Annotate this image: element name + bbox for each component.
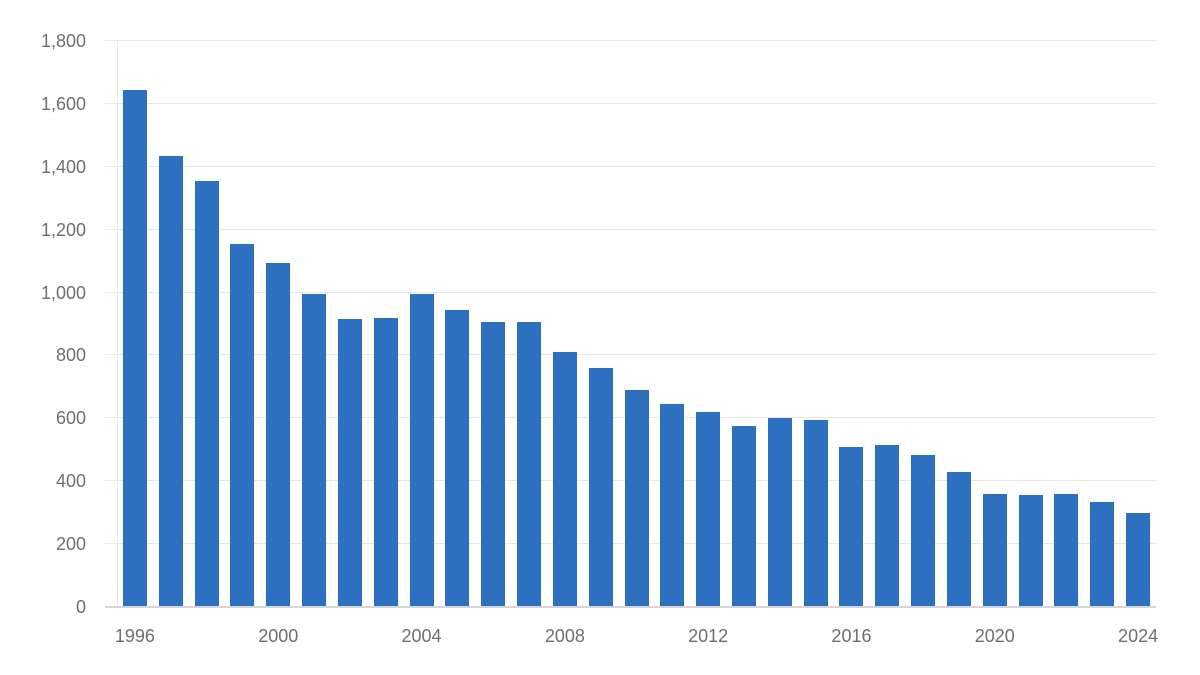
gridline-1200 bbox=[105, 228, 1156, 230]
bar-2021 bbox=[1018, 495, 1043, 607]
bar-1999 bbox=[230, 243, 255, 607]
gridline-1000 bbox=[105, 291, 1156, 293]
bar-2001 bbox=[302, 294, 327, 607]
x-axis-label-2024: 2024 bbox=[1118, 626, 1159, 646]
bar-1997 bbox=[158, 155, 183, 607]
y-axis-label-400: 400 bbox=[55, 471, 86, 492]
bar-2002 bbox=[337, 319, 362, 607]
x-axis-label-2016: 2016 bbox=[831, 626, 872, 646]
y-axis-label-1800: 1,800 bbox=[40, 31, 86, 51]
gridline-1600 bbox=[105, 102, 1156, 104]
y-axis-line bbox=[117, 41, 118, 607]
bar-1998 bbox=[194, 180, 219, 607]
bar-2019 bbox=[946, 471, 971, 607]
x-axis-label-2004: 2004 bbox=[401, 626, 442, 646]
bar-2015 bbox=[803, 419, 828, 607]
bar-2008 bbox=[552, 352, 577, 607]
bar-2003 bbox=[373, 317, 398, 607]
bar-2012 bbox=[696, 412, 721, 607]
x-axis-label-1996: 1996 bbox=[114, 626, 155, 646]
y-axis-label-0: 0 bbox=[75, 597, 86, 617]
bar-2011 bbox=[660, 404, 685, 607]
bar-2022 bbox=[1054, 493, 1079, 607]
gridline-1800 bbox=[105, 40, 1156, 41]
bar-1996 bbox=[122, 89, 147, 607]
bar-2009 bbox=[588, 368, 613, 607]
x-axis-label-2020: 2020 bbox=[974, 626, 1015, 646]
bar-2020 bbox=[982, 493, 1007, 607]
x-axis-label-2012: 2012 bbox=[688, 626, 729, 646]
y-axis-label-1200: 1,200 bbox=[40, 219, 86, 240]
y-axis-label-200: 200 bbox=[55, 534, 86, 555]
bar-2000 bbox=[266, 262, 291, 607]
bar-2010 bbox=[624, 390, 649, 607]
bar-2017 bbox=[875, 445, 900, 607]
gridline-1400 bbox=[105, 165, 1156, 167]
bar-2024 bbox=[1126, 512, 1151, 607]
gridline-800 bbox=[105, 354, 1156, 356]
x-axis-line bbox=[105, 606, 1156, 608]
bar-2014 bbox=[767, 418, 792, 607]
bar-2007 bbox=[517, 322, 542, 607]
bar-2006 bbox=[481, 322, 506, 607]
x-axis-label-2008: 2008 bbox=[544, 626, 585, 646]
plot-area: 0 200 400 600 800 1,000 1,200 1,400 1,600 1,800 1… bbox=[41, 32, 1158, 645]
y-axis-label-600: 600 bbox=[55, 408, 86, 429]
x-axis-label-2000: 2000 bbox=[258, 626, 299, 646]
bar-2013 bbox=[731, 426, 756, 607]
bar-2018 bbox=[911, 454, 936, 607]
y-axis-label-1600: 1,600 bbox=[40, 93, 86, 114]
bar-2004 bbox=[409, 294, 434, 607]
bar-2023 bbox=[1090, 501, 1115, 607]
y-axis-label-800: 800 bbox=[55, 345, 86, 366]
y-axis-label-1400: 1,400 bbox=[40, 156, 86, 177]
bar-2005 bbox=[445, 309, 470, 607]
bar-2016 bbox=[839, 446, 864, 607]
y-axis-label-1000: 1,000 bbox=[40, 282, 86, 303]
